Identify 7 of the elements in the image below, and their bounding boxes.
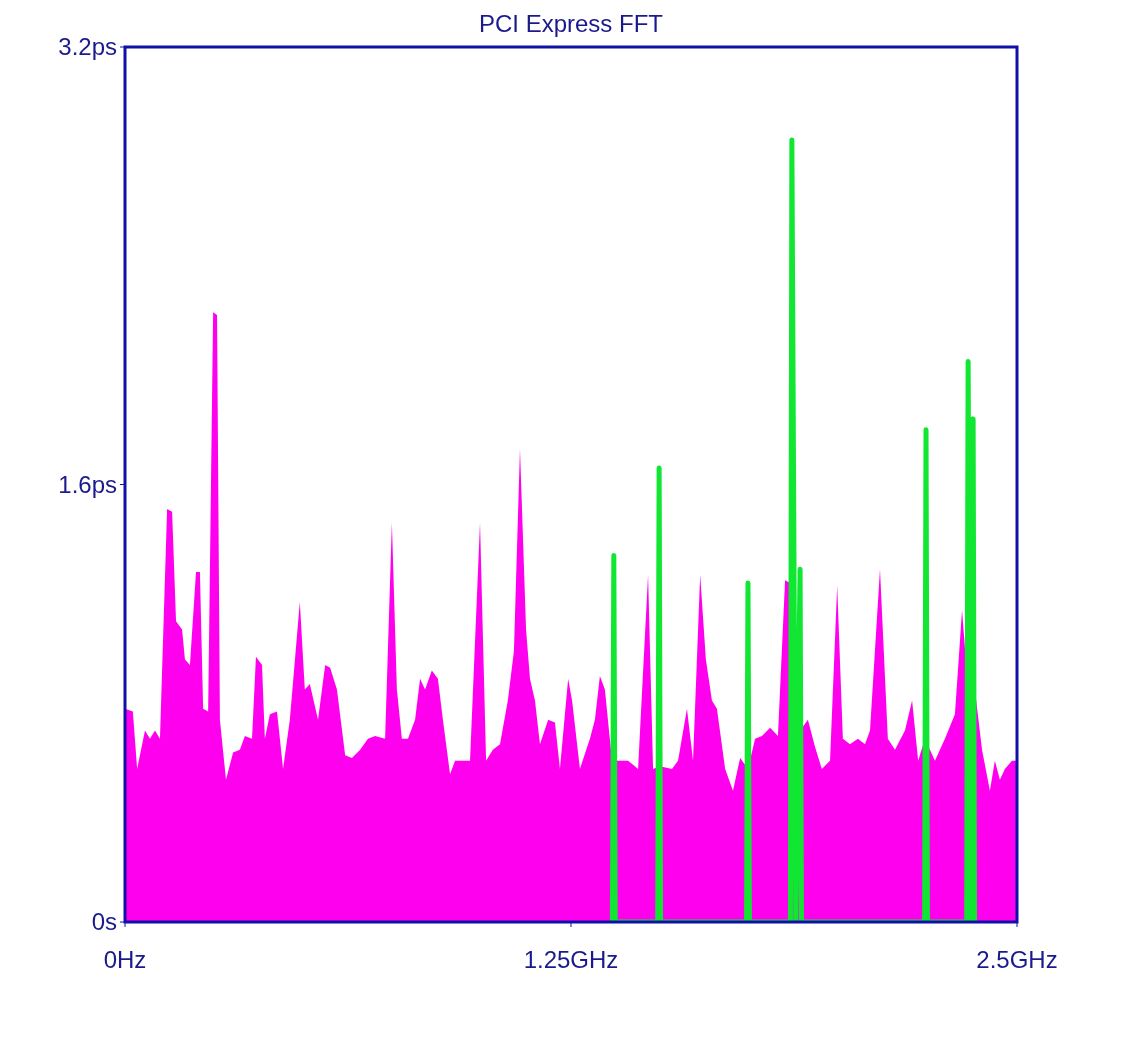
y-tick-label: 1.6ps — [58, 470, 117, 498]
x-tick-label: 1.25GHz — [523, 946, 619, 973]
x-tick-label: 2.5GHz — [976, 946, 1058, 973]
y-tick-label: 3.2ps — [58, 33, 117, 61]
y-tick-label: 0s — [91, 908, 117, 936]
x-tick-label: 0Hz — [103, 946, 147, 973]
chart-title: PCI Express FFT — [478, 10, 664, 37]
